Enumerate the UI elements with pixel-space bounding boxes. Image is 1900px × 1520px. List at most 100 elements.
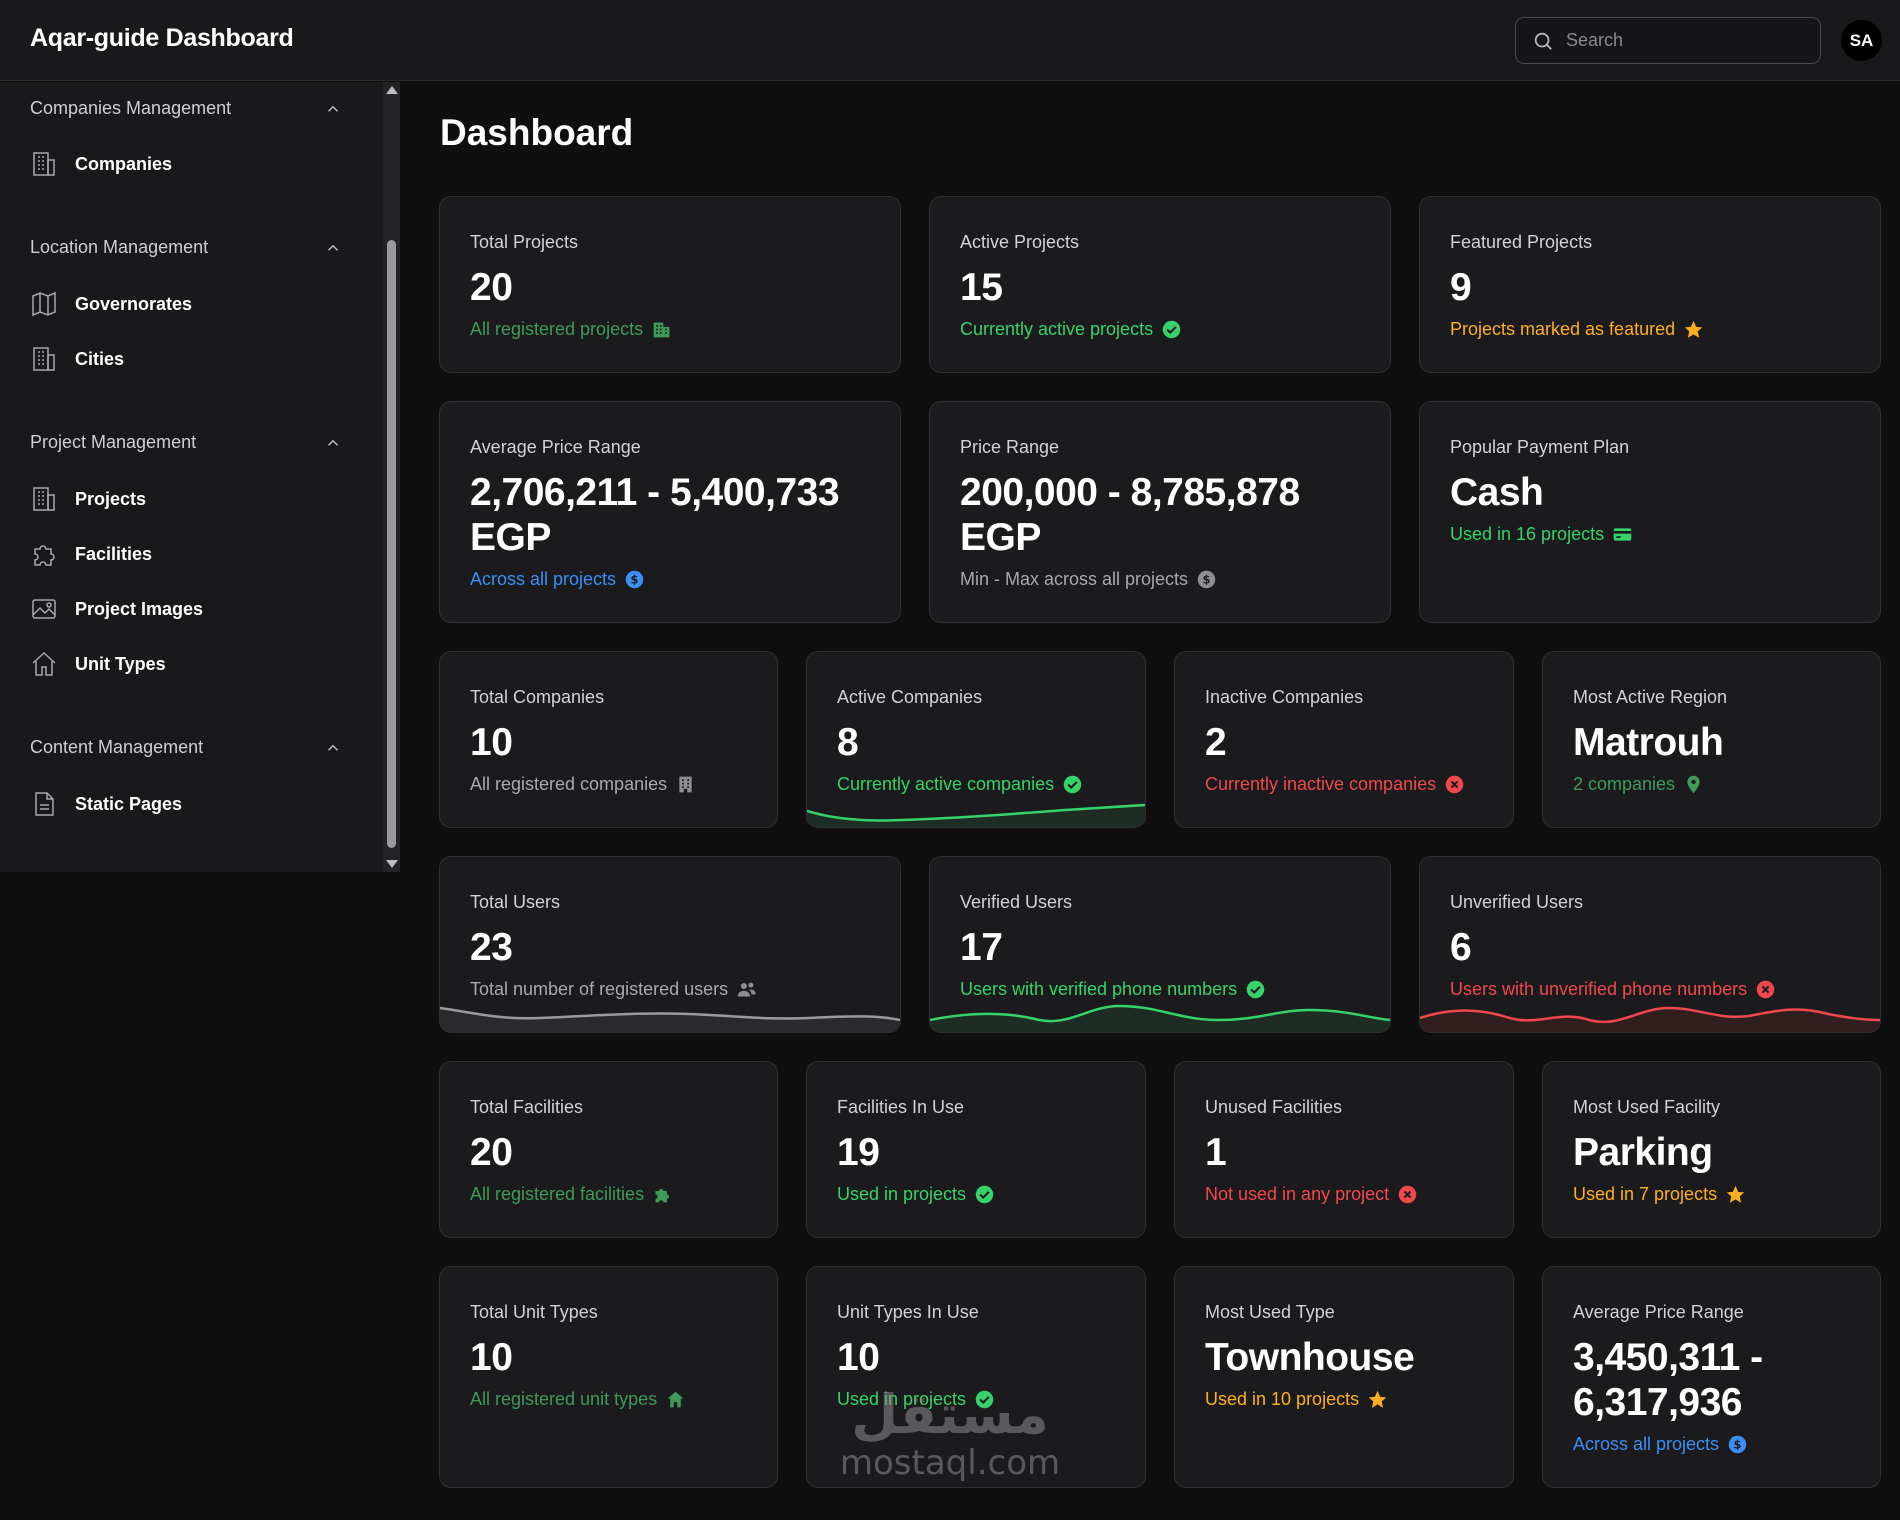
- top-bar: Aqar-guide Dashboard SA: [0, 0, 1900, 81]
- scroll-thumb[interactable]: [387, 240, 396, 848]
- card-label: Facilities In Use: [837, 1097, 965, 1117]
- card-total-users: Total Users 23 Total number of registere…: [439, 856, 901, 1033]
- card-label: Featured Projects: [1450, 232, 1593, 252]
- search-input[interactable]: [1566, 30, 1806, 51]
- card-subtitle-text: Not used in any project: [1205, 1184, 1390, 1204]
- card-label: Total Companies: [470, 687, 605, 707]
- card-value: 23: [470, 926, 513, 969]
- search-box[interactable]: [1515, 17, 1821, 64]
- sidebar-item-projects[interactable]: Projects: [30, 479, 350, 519]
- card-label: Total Users: [470, 892, 561, 912]
- sidebar-item-label: Facilities: [75, 543, 153, 564]
- card-subtitle: Across all projects $: [1573, 1434, 1748, 1455]
- card-subtitle-text: All registered companies: [470, 774, 668, 794]
- x-circle-icon: [1445, 775, 1464, 794]
- card-subtitle: 2 companies: [1573, 774, 1704, 795]
- home-icon: [32, 651, 56, 676]
- card-label: Unused Facilities: [1205, 1097, 1343, 1117]
- card-subtitle: Currently active companies: [837, 774, 1083, 795]
- card-label: Most Active Region: [1573, 687, 1728, 707]
- sparkline: [1420, 1006, 1880, 1032]
- check-circle-icon: [975, 1185, 994, 1204]
- x-circle-icon: [1398, 1185, 1417, 1204]
- star-icon: [1684, 320, 1703, 338]
- card-subtitle: Used in 7 projects: [1573, 1184, 1746, 1205]
- card-verified-users: Verified Users 17 Users with verified ph…: [929, 856, 1391, 1033]
- star-icon: [1726, 1185, 1745, 1203]
- check-circle-icon: [1063, 775, 1082, 794]
- card-subtitle: Users with verified phone numbers: [960, 979, 1266, 1000]
- card-most-used-facility: Most Used Facility Parking Used in 7 pro…: [1542, 1061, 1881, 1238]
- home-icon: [667, 1391, 684, 1408]
- card-label: Average Price Range: [1573, 1302, 1744, 1322]
- card-value: 10: [470, 1336, 513, 1379]
- card-value: 20: [470, 1131, 513, 1174]
- dollar-circle-icon: $: [625, 570, 644, 589]
- card-label: Popular Payment Plan: [1450, 437, 1630, 457]
- card-subtitle-text: Used in projects: [837, 1184, 967, 1204]
- sidebar-item-governorates[interactable]: Governorates: [30, 284, 350, 324]
- card-total-companies: Total Companies 10 All registered compan…: [439, 651, 778, 828]
- card-value-line: 3,450,311 -: [1573, 1336, 1763, 1379]
- svg-text:$: $: [1203, 572, 1211, 586]
- building-icon: [33, 152, 55, 176]
- section-project-management[interactable]: Project Management: [30, 432, 350, 453]
- sidebar-item-project-images[interactable]: Project Images: [30, 589, 350, 629]
- dollar-circle-icon: $: [1728, 1435, 1747, 1454]
- card-subtitle: Across all projects $: [470, 569, 645, 590]
- sparkline: [807, 803, 1145, 827]
- card-subtitle: All registered facilities: [470, 1184, 673, 1205]
- card-label: Inactive Companies: [1205, 687, 1364, 707]
- card-total-facilities: Total Facilities 20 All registered facil…: [439, 1061, 778, 1238]
- map-pin-icon: [1687, 775, 1700, 794]
- card-value: Cash: [1450, 471, 1544, 514]
- card-value: 200,000 - 8,785,878 EGP: [960, 470, 1300, 560]
- sidebar-item-label: Unit Types: [75, 653, 166, 674]
- card-subtitle-text: Min - Max across all projects: [960, 569, 1189, 589]
- section-content-management[interactable]: Content Management: [30, 737, 350, 758]
- card-subtitle-text: Across all projects: [470, 569, 617, 589]
- card-subtitle-text: Currently active projects: [960, 319, 1154, 339]
- card-value-line: 200,000 - 8,785,878: [960, 471, 1300, 514]
- card-value: Parking: [1573, 1131, 1713, 1174]
- sidebar-scrollbar[interactable]: [383, 82, 400, 872]
- section-companies-management[interactable]: Companies Management: [30, 98, 350, 119]
- user-avatar[interactable]: SA: [1841, 20, 1882, 61]
- card-subtitle: Used in projects: [837, 1184, 995, 1205]
- card-value: 20: [470, 266, 513, 309]
- building-icon: [33, 347, 55, 371]
- card-value: 10: [837, 1336, 880, 1379]
- card-label: Verified Users: [960, 892, 1073, 912]
- sidebar-item-static-pages[interactable]: Static Pages: [30, 784, 350, 824]
- card-subtitle: Used in projects: [837, 1389, 995, 1410]
- card-value: 6: [1450, 926, 1472, 969]
- check-circle-icon: [1162, 320, 1181, 339]
- chevron-up-icon: [327, 105, 339, 112]
- card-total-unit-types: Total Unit Types 10 All registered unit …: [439, 1266, 778, 1488]
- svg-text:$: $: [631, 572, 639, 586]
- card-subtitle-text: Used in 7 projects: [1573, 1184, 1718, 1204]
- office-building-icon: [679, 776, 692, 793]
- card-label: Active Companies: [837, 687, 983, 707]
- puzzle-icon: [34, 545, 55, 566]
- card-most-active-region: Most Active Region Matrouh 2 companies: [1542, 651, 1881, 828]
- sidebar-item-cities[interactable]: Cities: [30, 339, 350, 379]
- scroll-down-arrow[interactable]: [386, 860, 398, 868]
- card-unit-types-in-use: Unit Types In Use 10 Used in projects: [806, 1266, 1146, 1488]
- scroll-up-arrow[interactable]: [386, 86, 398, 94]
- chevron-up-icon: [327, 244, 339, 251]
- card-subtitle-text: All registered unit types: [470, 1389, 658, 1409]
- card-label: Most Used Type: [1205, 1302, 1335, 1322]
- sidebar-item-label: Cities: [75, 348, 125, 369]
- search-icon: [1534, 32, 1552, 50]
- card-value-line: 6,317,936: [1573, 1381, 1743, 1424]
- card-subtitle: Not used in any project: [1205, 1184, 1418, 1205]
- section-location-management[interactable]: Location Management: [30, 237, 350, 258]
- dollar-circle-icon: $: [1197, 570, 1216, 589]
- card-inactive-companies: Inactive Companies 2 Currently inactive …: [1174, 651, 1514, 828]
- sidebar-item-companies[interactable]: Companies: [30, 144, 350, 184]
- sidebar-item-unit-types[interactable]: Unit Types: [30, 644, 350, 684]
- card-subtitle: All registered companies: [470, 774, 696, 795]
- sidebar-item-facilities[interactable]: Facilities: [30, 534, 350, 574]
- card-subtitle: All registered projects: [470, 319, 672, 340]
